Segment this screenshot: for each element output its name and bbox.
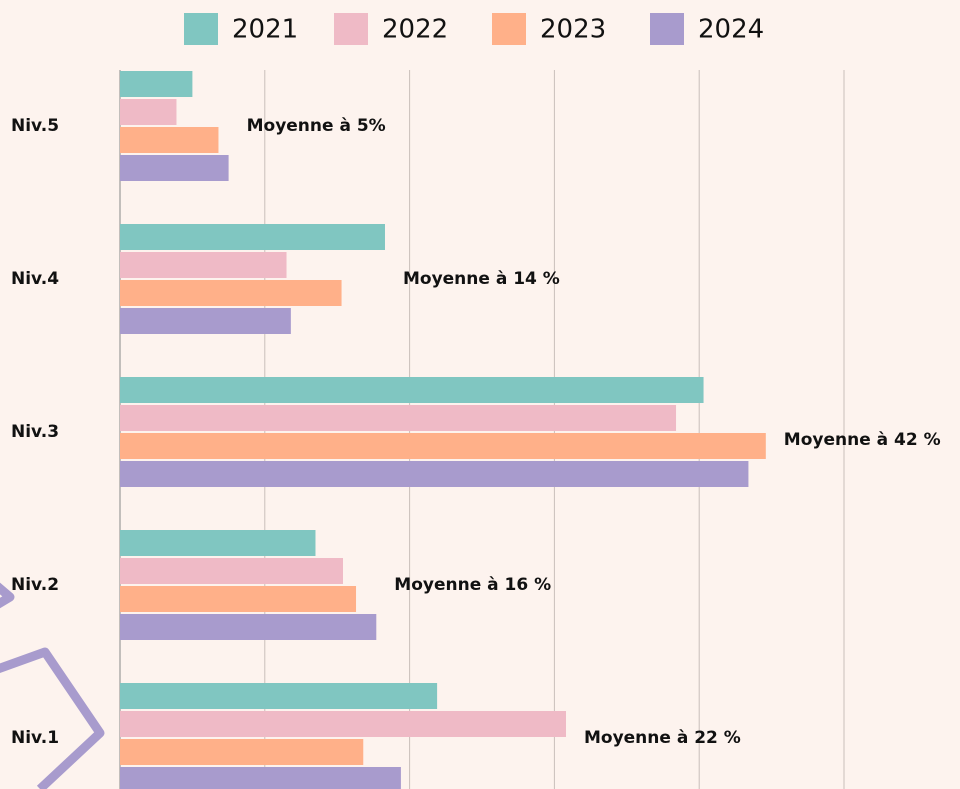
legend-swatch [650, 13, 684, 45]
bar [120, 155, 229, 181]
category-label: Niv.4 [11, 269, 59, 289]
annotation: Moyenne à 42 % [784, 430, 941, 450]
bar [120, 739, 363, 765]
bar [120, 683, 437, 709]
legend-swatch [492, 13, 526, 45]
bar [120, 711, 566, 737]
legend-label: 2023 [540, 15, 606, 45]
category-label: Niv.3 [11, 422, 59, 442]
annotation: Moyenne à 14 % [403, 269, 560, 289]
bar [120, 99, 176, 125]
category-label: Niv.2 [11, 575, 59, 595]
bar [120, 280, 342, 306]
legend-label: 2021 [232, 15, 298, 45]
bar [120, 461, 748, 487]
category-label: Niv.1 [11, 728, 59, 748]
legend-label: 2022 [382, 15, 448, 45]
bar [120, 71, 192, 97]
bar [120, 252, 287, 278]
bar [120, 127, 218, 153]
legend-swatch [184, 13, 218, 45]
bar [120, 530, 315, 556]
bar [120, 586, 356, 612]
bar [120, 614, 376, 640]
legend-label: 2024 [698, 15, 764, 45]
bar [120, 767, 401, 789]
bar [120, 224, 385, 250]
bar [120, 308, 291, 334]
annotation: Moyenne à 16 % [394, 575, 551, 595]
bar [120, 377, 704, 403]
annotation: Moyenne à 22 % [584, 728, 741, 748]
category-label: Niv.5 [11, 116, 59, 136]
bar [120, 558, 343, 584]
bar [120, 433, 766, 459]
bar [120, 405, 676, 431]
legend-swatch [334, 13, 368, 45]
annotation: Moyenne à 5% [247, 116, 386, 136]
chart: 2021 2022 2023 2024 Niv.5 Moyenne à 5% Niv.4 Mo… [0, 0, 960, 789]
